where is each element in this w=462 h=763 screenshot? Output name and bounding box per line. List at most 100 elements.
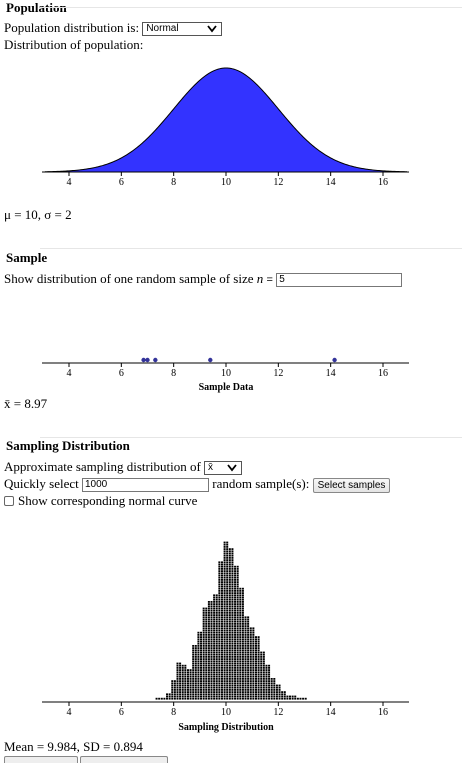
sampling-dot (205, 693, 208, 696)
sampling-dot (218, 616, 221, 619)
sampling-dot (260, 689, 263, 691)
sampling-dot (200, 631, 203, 634)
sampling-dot (244, 658, 247, 660)
sampling-dot (226, 596, 229, 599)
sampling-dot (228, 680, 231, 682)
sampling-dot (228, 559, 231, 561)
sampling-dot (202, 697, 205, 700)
sampling-dot (239, 684, 242, 687)
population-chart: 4 6 8 10 12 14 16 (42, 67, 409, 188)
sampling-dot (223, 614, 226, 616)
sample-size-input[interactable]: 5 (276, 273, 403, 288)
sampling-dot (234, 671, 237, 674)
sampling-dot (163, 697, 166, 700)
sampling-dot (252, 642, 255, 645)
sampling-dot (239, 640, 242, 643)
sampling-dot (207, 662, 210, 665)
sampling-dot (231, 684, 234, 687)
sampling-dot (186, 695, 189, 698)
normal-curve-label[interactable]: Show corresponding normal curve (18, 493, 198, 508)
sampling-dot (228, 664, 231, 667)
sampling-dot (226, 605, 229, 608)
sampling-dot (236, 574, 239, 577)
sampling-dot (226, 568, 229, 570)
sampling-dot (192, 686, 195, 689)
normal-curve-checkbox[interactable] (4, 496, 14, 507)
sampling-dot (302, 697, 305, 700)
sampling-dot (228, 656, 231, 658)
sampling-dot (241, 656, 244, 658)
sampling-dot (226, 682, 229, 685)
sampling-dot (228, 673, 231, 676)
sampling-dot (231, 554, 234, 557)
sampling-dot (218, 596, 221, 599)
sampling-dot (234, 647, 237, 649)
sampling-dot (205, 614, 208, 616)
sampling-dot (205, 669, 208, 671)
sampling-dot (268, 669, 271, 671)
sampling-dot (215, 629, 218, 632)
sampling-dot (286, 695, 289, 698)
sampling-dot (179, 667, 182, 669)
partial-control[interactable] (80, 756, 168, 763)
quick-select-input[interactable]: 1000 (81, 478, 209, 493)
sampling-dot (213, 697, 216, 700)
sampling-dot (241, 660, 244, 663)
sampling-dot (262, 653, 265, 656)
sampling-dot (234, 656, 237, 658)
sampling-dot (262, 671, 265, 674)
sampling-dot (215, 686, 218, 689)
sampling-dot (194, 653, 197, 656)
sampling-dot (194, 649, 197, 652)
sampling-dot (210, 656, 213, 658)
sampling-dot (200, 638, 203, 641)
population-distribution-row: Population distribution is: Normal (4, 20, 223, 37)
population-distribution-select[interactable]: Normal (142, 22, 223, 37)
select-samples-button[interactable]: Select samples (312, 477, 391, 493)
partial-control[interactable] (4, 756, 78, 763)
sampling-dot (218, 653, 221, 656)
sampling-dot (244, 697, 247, 700)
sampling-dot (228, 695, 231, 698)
tick-label: 10 (221, 177, 231, 188)
sampling-dot (244, 618, 247, 621)
sampling-dot (244, 651, 247, 654)
sampling-dot (234, 669, 237, 671)
sampling-dot (215, 625, 218, 627)
sampling-dot (265, 693, 268, 696)
sampling-dot (231, 660, 234, 663)
sampling-dot (234, 576, 237, 579)
sampling-dot (226, 636, 229, 638)
sampling-dot (192, 649, 195, 652)
sampling-dot (262, 651, 265, 654)
sampling-dot (239, 609, 242, 612)
sampling-dot (257, 697, 260, 700)
sampling-dot (205, 634, 208, 636)
sampling-dot (241, 649, 244, 652)
tick-label: 6 (119, 177, 124, 188)
sampling-dot (247, 636, 250, 638)
sampling-dot (181, 678, 184, 680)
sampling-dot (228, 686, 231, 689)
sampling-dot (252, 673, 255, 676)
sampling-dot (270, 682, 273, 685)
sampling-dot (220, 576, 223, 579)
sampling-dot (239, 603, 242, 605)
sampling-dot (226, 631, 229, 634)
sampling-dot (189, 689, 192, 691)
sampling-dot (186, 678, 189, 680)
sampling-dot (231, 568, 234, 570)
sampling-dot (213, 647, 216, 649)
sampling-dot (200, 680, 203, 682)
sampling-dot (231, 590, 234, 592)
sampling-dot (239, 658, 242, 660)
sampling-dot (244, 623, 247, 625)
sampling-dot (236, 570, 239, 572)
sampling-dot (265, 689, 268, 691)
sampling-dot (231, 627, 234, 630)
sampling-dot (247, 618, 250, 621)
sampling-dot (171, 689, 174, 691)
statistic-select[interactable]: x̄ (204, 461, 243, 476)
sampling-dot (228, 612, 231, 614)
sampling-dot (262, 680, 265, 682)
